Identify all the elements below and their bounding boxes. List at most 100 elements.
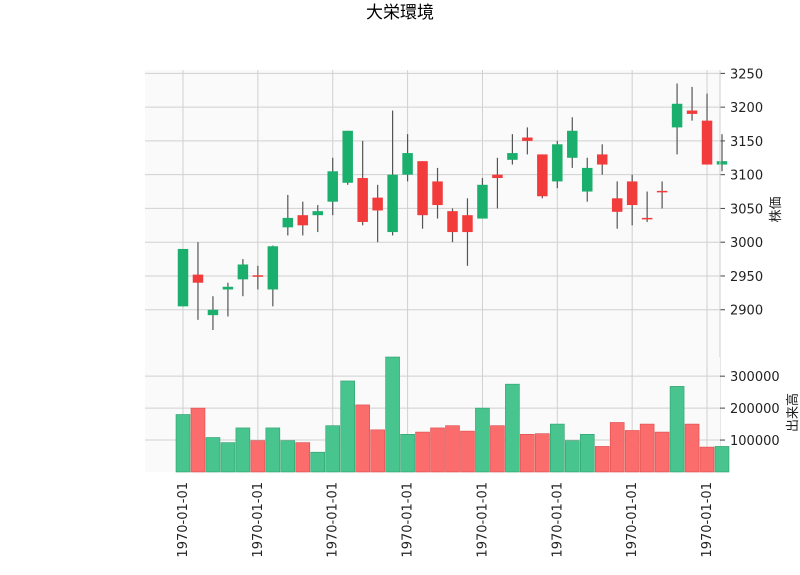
candle-body xyxy=(641,217,653,220)
candle-body xyxy=(192,274,204,283)
x-tick-label: 1970-01-01 xyxy=(550,482,565,558)
volume-bar xyxy=(220,442,236,473)
volume-bar xyxy=(460,430,475,473)
price-panel: 2900 2950 3000 3050 3100 3150 3200 3250 株価 xyxy=(145,67,784,472)
volume-bar xyxy=(400,434,415,473)
candle-body xyxy=(207,309,219,316)
candle-body xyxy=(686,110,698,114)
candle-body xyxy=(492,174,503,179)
candle-body xyxy=(447,211,458,233)
candle-body xyxy=(432,181,443,206)
volume-bar xyxy=(594,446,610,473)
volume-bar xyxy=(280,440,296,473)
candle-body xyxy=(596,154,608,165)
volume-bar xyxy=(505,383,520,473)
candle-body xyxy=(626,181,638,206)
x-tick-label: 1970-01-01 xyxy=(625,482,640,558)
candle-body xyxy=(387,174,398,233)
volume-bar xyxy=(370,429,385,473)
volume-bar xyxy=(654,431,670,473)
candle-body xyxy=(462,215,473,233)
x-tick-label: 1970-01-01 xyxy=(700,482,715,558)
candle-body xyxy=(582,167,593,192)
price-tick-label: 2950 xyxy=(730,270,763,285)
price-plot-area xyxy=(145,70,720,357)
volume-bar xyxy=(355,404,370,473)
volume-tick-label: 200000 xyxy=(730,402,780,417)
x-tick-label: 1970-01-01 xyxy=(176,482,191,558)
volume-bar xyxy=(520,434,535,473)
candle-body xyxy=(567,130,578,158)
candle-body xyxy=(312,211,323,216)
volume-bar xyxy=(415,431,430,473)
candle-body xyxy=(222,286,234,290)
candle-body xyxy=(716,161,728,165)
volume-axis-label: 出来高 xyxy=(785,393,800,432)
volume-bar xyxy=(564,440,580,473)
candle-body xyxy=(252,275,264,277)
candle-body xyxy=(372,197,383,211)
candle-body xyxy=(237,264,249,280)
price-axis-label: 株価 xyxy=(769,196,784,222)
price-tick-label: 3000 xyxy=(730,236,763,251)
volume-bar xyxy=(624,430,640,473)
chart-title: 大栄環境 xyxy=(366,3,434,23)
candle-body xyxy=(417,161,428,216)
volume-bar xyxy=(340,380,355,473)
candle-body xyxy=(342,130,353,183)
x-axis: 1970-01-01 1970-01-01 1970-01-01 1970-01-01… xyxy=(176,482,715,558)
volume-tick-label: 100000 xyxy=(730,434,780,449)
x-tick-label: 1970-01-01 xyxy=(326,482,341,558)
candle-body xyxy=(537,154,548,197)
candle-body xyxy=(701,120,713,165)
candle-body xyxy=(522,137,533,141)
price-tick-label: 3100 xyxy=(730,169,763,184)
volume-bar xyxy=(550,423,565,473)
volume-bar xyxy=(205,437,221,473)
volume-bar xyxy=(310,451,326,473)
volume-bar xyxy=(430,427,445,473)
volume-bar xyxy=(325,425,341,473)
price-tick-label: 3250 xyxy=(730,67,763,82)
candle-body xyxy=(402,153,413,175)
candle-body xyxy=(282,217,294,228)
volume-bar xyxy=(475,407,490,473)
volume-bar xyxy=(190,407,206,473)
price-tick-label: 3200 xyxy=(730,101,763,116)
volume-bar xyxy=(265,427,281,473)
candle-body xyxy=(611,198,623,212)
candle-body xyxy=(177,248,189,307)
volume-bar xyxy=(235,427,251,473)
volume-bar xyxy=(445,425,460,473)
volume-bar xyxy=(699,446,715,473)
volume-bar xyxy=(669,386,685,473)
price-tick-label: 2900 xyxy=(730,304,763,319)
candle-body xyxy=(552,144,563,182)
volume-bar xyxy=(684,423,700,473)
candle-body xyxy=(507,153,518,160)
price-tick-label: 3150 xyxy=(730,135,763,150)
candle-body xyxy=(327,171,338,202)
volume-bar xyxy=(535,433,550,473)
candle-body xyxy=(297,215,309,226)
volume-bar xyxy=(175,414,191,473)
x-tick-label: 1970-01-01 xyxy=(475,482,490,558)
volume-tick-label: 300000 xyxy=(730,370,780,385)
volume-bar xyxy=(714,446,730,473)
candle-body xyxy=(656,190,668,193)
volume-bar xyxy=(385,356,400,473)
volume-bar xyxy=(609,422,625,473)
volume-bar xyxy=(639,423,655,473)
x-tick-label: 1970-01-01 xyxy=(251,482,266,558)
candle-body xyxy=(267,246,279,290)
candle-body xyxy=(671,103,683,128)
price-tick-label: 3050 xyxy=(730,202,763,217)
candle-body xyxy=(357,178,368,222)
volume-panel: 100000 200000 300000 出来高 xyxy=(145,356,800,473)
volume-bar xyxy=(490,425,505,473)
volume-bar xyxy=(250,440,266,473)
volume-bar xyxy=(579,434,595,473)
x-tick-label: 1970-01-01 xyxy=(401,482,416,558)
volume-bar xyxy=(295,442,311,473)
